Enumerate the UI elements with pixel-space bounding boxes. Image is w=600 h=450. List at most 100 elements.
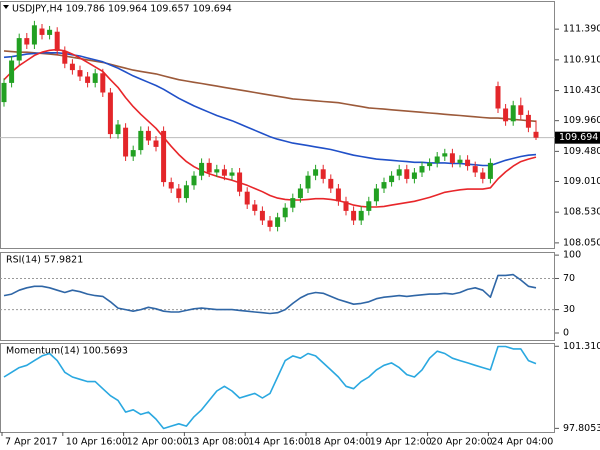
candle-body [123, 127, 129, 157]
candle-body [396, 169, 402, 176]
moving-average [3, 52, 537, 167]
y-tick-label: 109.960 [563, 115, 600, 126]
candle-body [313, 169, 319, 176]
candle-body [115, 124, 121, 135]
y-tick-label: 0 [563, 327, 569, 338]
y-tick-label: 70 [563, 273, 575, 284]
candle-body [259, 210, 265, 221]
candle-body [419, 166, 425, 173]
candle-body [404, 169, 410, 179]
x-tick-label: 10 Apr 16:00 [66, 437, 128, 448]
candle-body [107, 92, 113, 135]
candle-body [176, 188, 182, 199]
candle-body [358, 210, 364, 221]
panel-frame [0, 1, 555, 249]
candle-body [487, 162, 493, 179]
candle-body [100, 73, 106, 93]
y-tick-label: 110.910 [563, 54, 600, 65]
candle-body [244, 191, 250, 205]
candle-body [533, 131, 539, 138]
y-tick-label: 101.3103 [563, 341, 600, 352]
candle-body [267, 220, 273, 227]
indicator-line [3, 345, 537, 430]
candle-body [69, 63, 75, 71]
candle-body [335, 188, 341, 202]
candle-body [54, 31, 60, 51]
candle-body [130, 150, 136, 157]
candle-body [320, 169, 326, 179]
y-tick-label: 109.480 [563, 146, 600, 157]
panel-title: Momentum(14) 100.5693 [6, 346, 128, 357]
candle-body [199, 162, 205, 176]
y-tick-label: 108.050 [563, 237, 600, 248]
candle-body [85, 76, 91, 83]
y-tick-label: 97.8053 [563, 423, 600, 434]
x-tick-label: 12 Apr 00:00 [127, 437, 189, 448]
candle-body [328, 178, 334, 189]
candle-body [457, 159, 463, 163]
candle-body [373, 188, 379, 202]
x-tick-label: 19 Apr 12:00 [370, 437, 432, 448]
candle-body [1, 82, 7, 103]
candle-body [381, 182, 387, 189]
panel-frame [0, 343, 555, 433]
candle-body [9, 60, 15, 83]
candle-body [24, 38, 30, 45]
candle-body [434, 156, 440, 163]
panel-title: USDJPY,H4 109.786 109.964 109.657 109.69… [12, 4, 232, 15]
candle-body [191, 175, 197, 186]
candle-body [449, 153, 455, 163]
candle-body [168, 182, 174, 189]
panel-frame [0, 252, 555, 341]
x-tick-label: 24 Apr 04:00 [491, 437, 553, 448]
candle-body [153, 140, 159, 147]
y-tick-label: 110.430 [563, 85, 600, 96]
candle-body [275, 217, 281, 227]
candle-body [183, 185, 189, 199]
candle-body [297, 188, 303, 199]
y-tick-label: 108.530 [563, 207, 600, 218]
candle-body [427, 162, 433, 167]
candle-body [237, 172, 243, 192]
candle-body [510, 105, 516, 122]
candle-body [39, 28, 45, 35]
candle-body [411, 172, 417, 179]
candle-body [221, 169, 227, 176]
y-tick-label: 111.390 [563, 24, 600, 35]
x-tick-label: 18 Apr 04:00 [309, 437, 371, 448]
candle-body [138, 130, 144, 151]
candle-body [92, 73, 98, 83]
candle-body [495, 86, 501, 109]
candle-body [145, 130, 151, 141]
candle-body [62, 50, 68, 64]
candle-body [47, 29, 53, 35]
candle-body [290, 198, 296, 208]
last-price-box [555, 131, 600, 144]
candle-body [77, 70, 83, 77]
candle-body [366, 201, 372, 211]
candle-body [343, 201, 349, 211]
candle-body [282, 207, 288, 218]
moving-average [3, 50, 537, 123]
moving-average [3, 48, 537, 208]
candle-body [214, 169, 220, 173]
last-price-label: 109.694 [559, 132, 598, 143]
x-tick-label: 7 Apr 2017 [5, 437, 58, 448]
candle-body [31, 25, 37, 45]
candle-body [525, 114, 531, 128]
y-tick-label: 100 [563, 250, 581, 261]
y-tick-label: 109.010 [563, 176, 600, 187]
candle-body [229, 172, 235, 176]
candle-body [305, 175, 311, 189]
candle-body [465, 159, 471, 167]
x-tick-label: 14 Apr 16:00 [248, 437, 310, 448]
candle-body [518, 105, 524, 115]
candle-body [252, 204, 258, 211]
candle-body [442, 153, 448, 157]
y-tick-label: 30 [563, 304, 575, 315]
candle-body [480, 172, 486, 179]
indicator-line [3, 273, 537, 315]
